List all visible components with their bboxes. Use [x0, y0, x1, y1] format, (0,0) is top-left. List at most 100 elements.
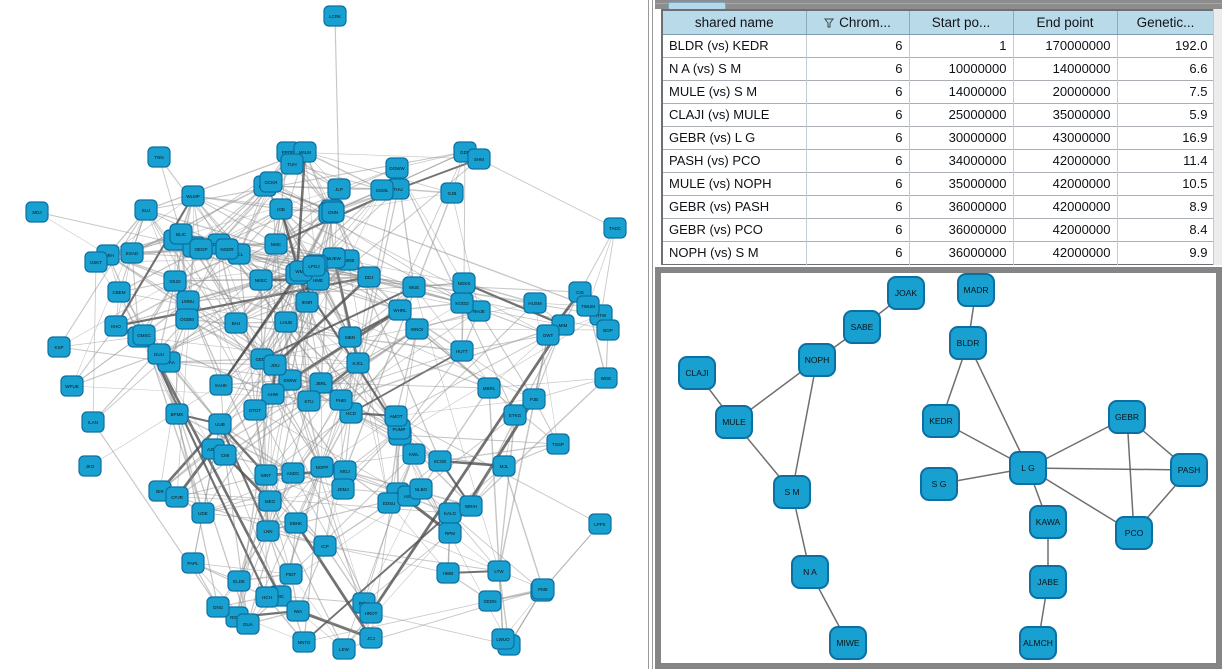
network-node[interactable]: DUU — [147, 343, 171, 365]
network-node[interactable]: EDSU — [377, 492, 401, 514]
network-node[interactable]: OEGP — [189, 238, 213, 260]
network-node[interactable]: GWT — [536, 324, 560, 346]
network-node[interactable]: AMOT — [384, 405, 408, 427]
node-sg[interactable]: S G — [920, 467, 958, 501]
network-node[interactable]: EBHK — [284, 512, 308, 534]
node-almch[interactable]: ALMCH — [1019, 626, 1057, 660]
network-node[interactable]: MGJ — [333, 460, 357, 482]
network-node[interactable]: KSP — [47, 336, 71, 358]
network-node[interactable]: LEW — [332, 638, 356, 660]
table-row[interactable]: N A (vs) S M 6 10000000 14000000 6.6 — [662, 57, 1214, 81]
table-row[interactable]: CLAJI (vs) MULE 6 25000000 35000000 5.9 — [662, 103, 1214, 127]
network-node[interactable]: PHEI — [329, 389, 353, 411]
network-node[interactable]: WDE — [594, 367, 618, 389]
network-node[interactable]: TUH — [280, 153, 304, 175]
network-node[interactable]: ETKG — [503, 404, 527, 426]
node-jabe[interactable]: JABE — [1029, 565, 1067, 599]
network-node[interactable]: UDE — [191, 502, 215, 524]
node-miwe[interactable]: MIWE — [829, 626, 867, 660]
network-node[interactable]: UUB — [208, 413, 232, 435]
network-node[interactable]: WUE — [402, 276, 426, 298]
network-node[interactable]: WHRL — [388, 299, 412, 321]
network-node[interactable]: KHO — [104, 315, 128, 337]
node-kedr[interactable]: KEDR — [922, 404, 960, 438]
node-kawa[interactable]: KAWA — [1029, 505, 1067, 539]
network-node[interactable]: KWL — [402, 443, 426, 465]
column-header-genetic-[interactable]: Genetic... — [1116, 10, 1214, 35]
network-node[interactable]: AHW — [261, 383, 285, 405]
network-node[interactable]: ILAN — [81, 411, 105, 433]
network-node[interactable]: CMI — [213, 444, 237, 466]
column-header-shared-name[interactable]: shared name — [662, 10, 806, 35]
detail-network-canvas[interactable]: JOAK SABE NOPH CLAJI MULE MADR BLDR KEDR GEBR L G… — [661, 273, 1216, 663]
network-node[interactable]: KTU — [297, 390, 321, 412]
table-row[interactable]: GEBR (vs) PASH 6 36000000 42000000 8.9 — [662, 195, 1214, 219]
network-node[interactable]: NOPP — [310, 456, 334, 478]
network-node[interactable]: GEDN — [478, 590, 502, 612]
edge-BLDR-LG[interactable] — [967, 342, 1029, 469]
node-claji[interactable]: CLAJI — [678, 356, 716, 390]
network-node[interactable]: BHJ — [224, 312, 248, 334]
table-row[interactable]: GEBR (vs) L G 6 30000000 43000000 16.9 — [662, 126, 1214, 150]
column-header-chrom-[interactable]: Chrom... — [805, 10, 909, 35]
node-gebr[interactable]: GEBR — [1108, 400, 1146, 434]
network-node[interactable]: SCOE — [428, 450, 452, 472]
network-node[interactable]: NGDR — [215, 238, 239, 260]
network-node[interactable]: HCH — [255, 586, 279, 608]
network-node[interactable]: KOGD — [450, 292, 474, 314]
network-node[interactable]: DDJ — [357, 266, 381, 288]
network-node[interactable]: MBN — [338, 326, 362, 348]
network-node[interactable]: GCKR — [259, 171, 283, 193]
node-pash[interactable]: PASH — [1170, 453, 1208, 487]
node-sabe[interactable]: SABE — [843, 310, 881, 344]
network-node[interactable]: MDJ — [25, 201, 49, 223]
network-node[interactable]: ASDC — [281, 462, 305, 484]
network-node[interactable]: TADC — [603, 217, 627, 239]
network-node[interactable]: JKO — [78, 455, 102, 477]
network-node[interactable]: LPPK — [588, 513, 612, 535]
network-node[interactable]: MBRL — [477, 377, 501, 399]
table-row[interactable]: NOPH (vs) S M 6 36000000 42000000 9.9 — [662, 241, 1214, 265]
network-node[interactable]: GNG — [206, 596, 230, 618]
network-node[interactable]: LCRK — [323, 5, 347, 27]
network-node[interactable]: HROT — [359, 602, 383, 624]
network-node[interactable]: BPMK — [165, 403, 189, 425]
column-header-end-point[interactable]: End point — [1012, 10, 1117, 35]
network-node[interactable]: JOU — [263, 354, 287, 376]
network-node[interactable]: DWIW — [278, 369, 302, 391]
table-row[interactable]: MULE (vs) NOPH 6 35000000 42000000 10.5 — [662, 172, 1214, 196]
node-na[interactable]: N A — [791, 555, 829, 589]
network-node[interactable]: NKEC — [249, 269, 273, 291]
network-node[interactable]: WRIH — [459, 495, 483, 517]
column-header-start-po-[interactable]: Start po... — [908, 10, 1013, 35]
network-node[interactable]: MNT — [254, 464, 278, 486]
network-node[interactable]: ESAD — [120, 242, 144, 264]
network-node[interactable]: DUA — [236, 613, 260, 635]
network-node[interactable]: ONN — [321, 201, 345, 223]
network-node[interactable]: NLBO — [409, 478, 433, 500]
network-node[interactable]: PIDT — [279, 563, 303, 585]
node-madr[interactable]: MADR — [957, 273, 995, 307]
edge-NOPH-SM[interactable] — [791, 359, 818, 493]
network-node[interactable]: LWUO — [491, 628, 515, 650]
network-node[interactable]: JLP — [327, 178, 351, 200]
network-node[interactable]: LHUB — [274, 311, 298, 333]
network-node[interactable]: OGBM — [175, 308, 199, 330]
network-node[interactable]: IOUD — [163, 270, 187, 292]
network-node[interactable]: IOB — [269, 198, 293, 220]
node-bldr[interactable]: BLDR — [949, 326, 987, 360]
network-node[interactable]: WPUE — [60, 375, 84, 397]
network-node[interactable]: BOP — [596, 319, 620, 341]
network-node[interactable]: CBEM — [107, 281, 131, 303]
network-node[interactable]: PJB — [522, 388, 546, 410]
network-node[interactable]: LMNU — [176, 290, 200, 312]
table-row[interactable]: PASH (vs) PCO 6 34000000 42000000 11.4 — [662, 149, 1214, 173]
edge-LG-PASH[interactable] — [1027, 467, 1190, 471]
network-node[interactable]: CPJR — [165, 486, 189, 508]
network-node[interactable]: JCJ — [359, 627, 383, 649]
network-node[interactable]: KALG — [438, 502, 462, 524]
node-pco[interactable]: PCO — [1115, 516, 1153, 550]
panel-splitter[interactable] — [648, 0, 653, 669]
table-row[interactable]: GEBR (vs) PCO 6 36000000 42000000 8.4 — [662, 218, 1214, 242]
network-node[interactable]: PAPL — [181, 552, 205, 574]
